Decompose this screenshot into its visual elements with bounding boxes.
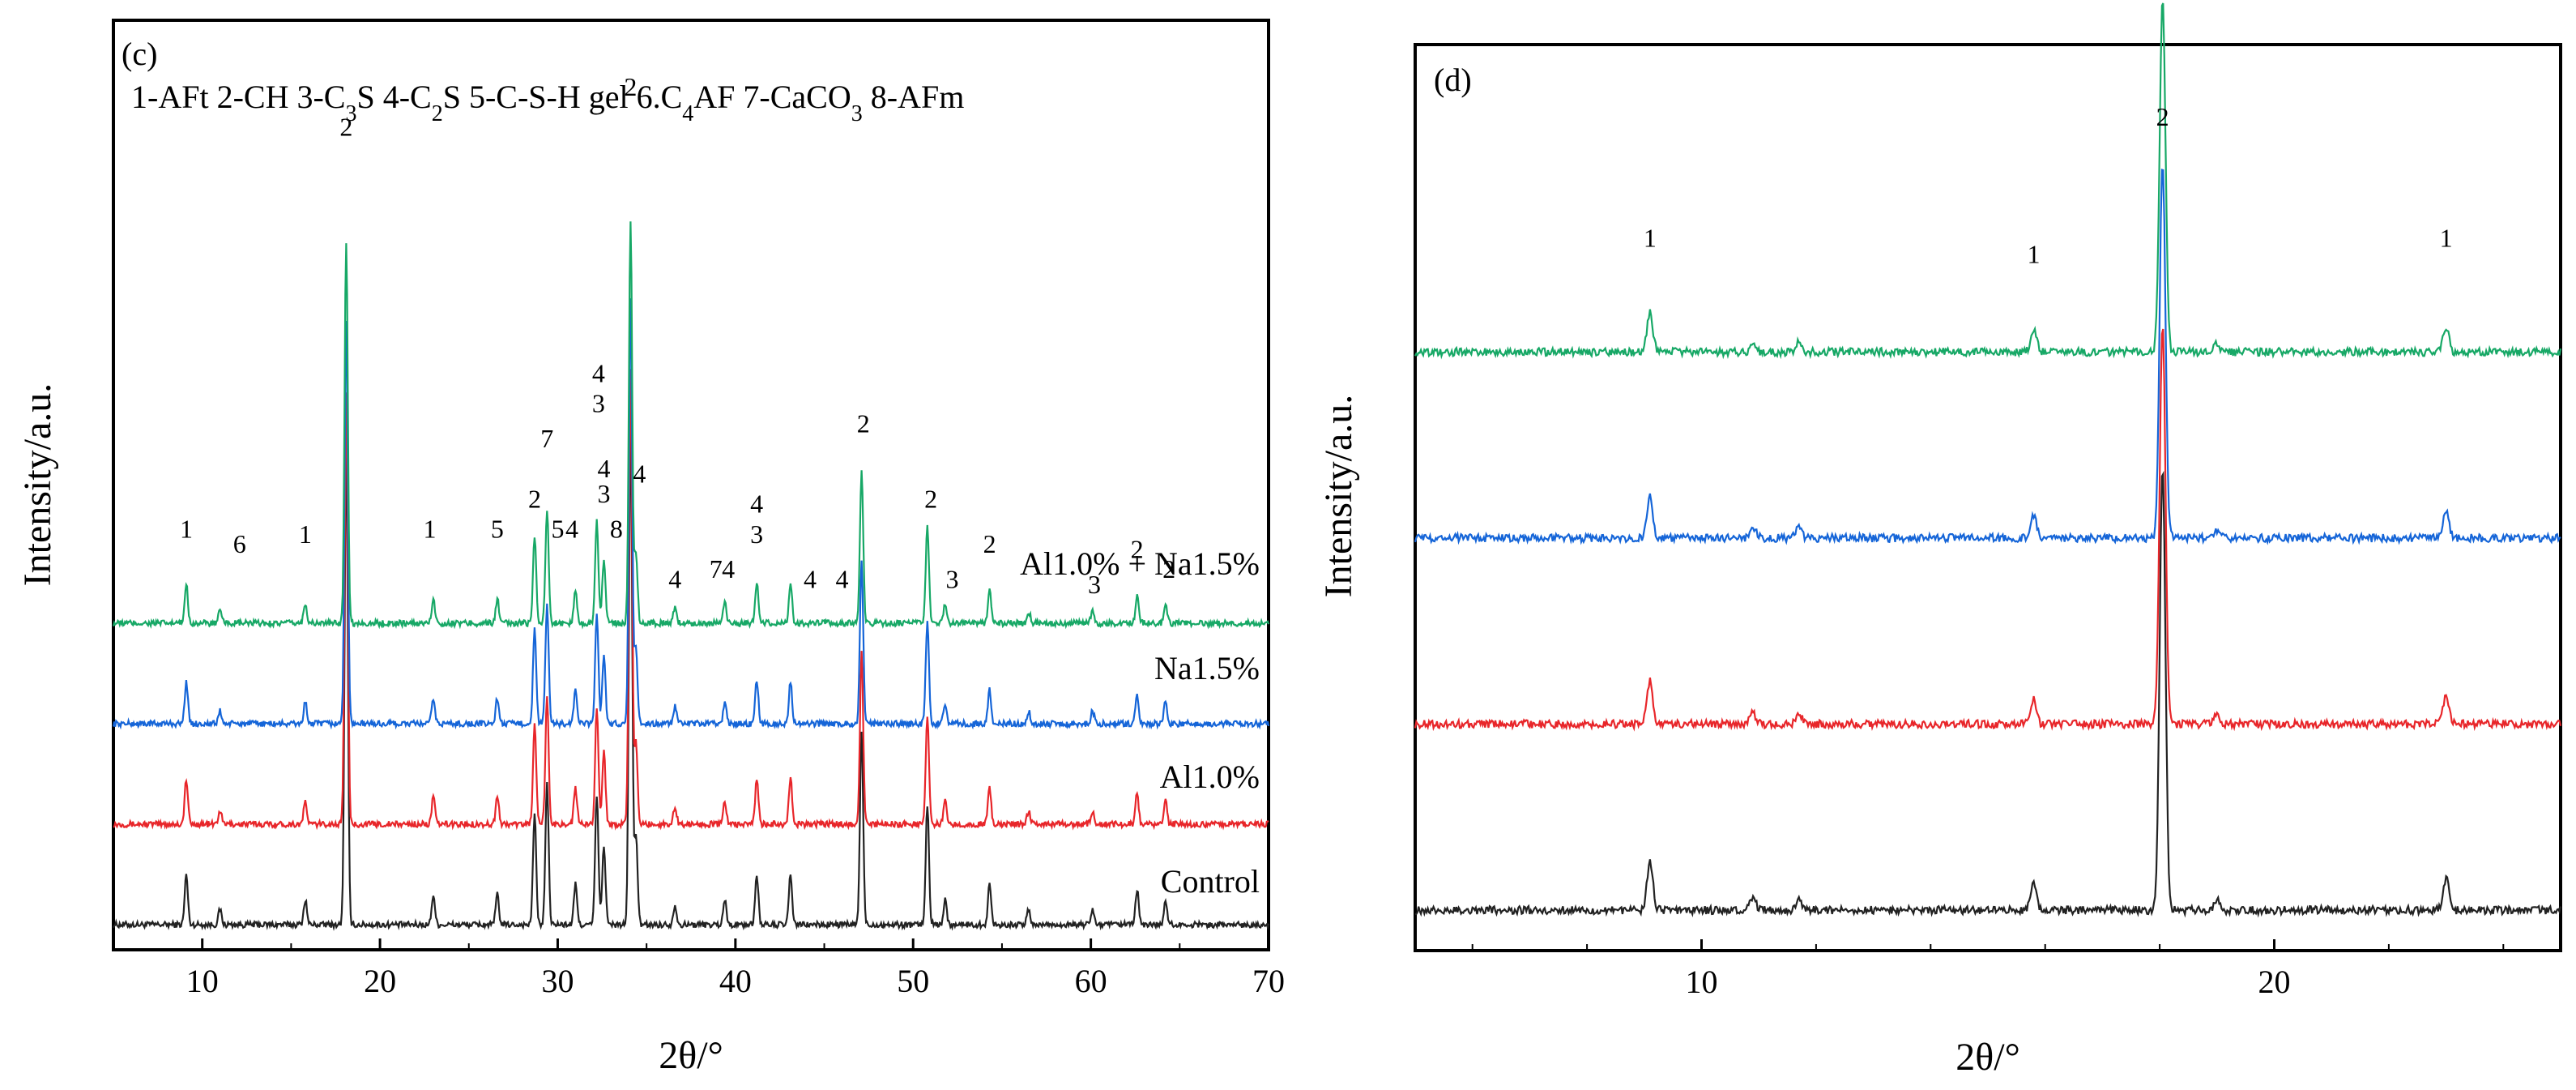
peak-annotation: 4 — [668, 565, 681, 594]
peak-annotation: 4 — [804, 565, 817, 594]
legend-part-4: AF 7-CaCO — [693, 79, 851, 115]
x-tick-label: 50 — [897, 963, 929, 999]
peak-annotation: 4 — [722, 554, 735, 583]
x-tick-label: 40 — [719, 963, 752, 999]
peak-annotation: 4 — [592, 358, 605, 387]
panel-label-c: (c) — [122, 36, 157, 72]
peak-annotation: 5 — [491, 515, 504, 544]
curve-label: Control — [1161, 863, 1260, 900]
x-tick-label: 70 — [1252, 963, 1285, 999]
legend-part-5: 8-AFm — [863, 79, 965, 115]
peak-annotation: 4 — [633, 459, 646, 488]
series-na1-5- — [1414, 169, 2561, 545]
peak-annotation: 2 — [339, 113, 352, 142]
peak-annotation: 1 — [2028, 240, 2041, 269]
peak-annotation: 7 — [540, 424, 553, 453]
plot-frame-d — [1414, 43, 2562, 952]
peak-annotation: 1 — [1644, 224, 1657, 253]
series-al1-0-na1-5- — [112, 221, 1270, 630]
peak-annotation: 3 — [945, 565, 958, 594]
legend-part-2: S 4-C — [356, 79, 431, 115]
plot-frame-c — [112, 19, 1270, 951]
peak-annotation: 2 — [1131, 534, 1144, 563]
series-al1-0- — [1414, 328, 2562, 732]
series-group-c — [112, 221, 1270, 931]
series-control — [113, 421, 1270, 931]
peak-annotation: 8 — [610, 515, 623, 544]
curve-label: Al1.0% — [1160, 759, 1260, 795]
x-tick-label: 10 — [186, 963, 219, 999]
x-axis-label-d: 2θ/° — [1955, 1036, 2020, 1079]
x-tick-label: 60 — [1075, 963, 1107, 999]
annotations-d: 1 1 2 1 — [1644, 102, 2453, 269]
series-al1-0- — [113, 369, 1269, 831]
curve-label: Al1.0% + Na1.5% — [1020, 545, 1260, 582]
peak-annotation: 2 — [624, 72, 637, 101]
panel-c: (c) 1-AFt 2-CH 3-C3S 4-C2S 5-C-S-H gel 6… — [16, 19, 1285, 1077]
peak-annotation: 4 — [565, 515, 578, 544]
peak-annotation: 3 — [592, 389, 605, 418]
peak-annotation: 1 — [299, 519, 312, 549]
x-axis-label-c: 2θ/° — [659, 1034, 723, 1077]
curve-labels-c: Al1.0% + Na1.5% Na1.5% Al1.0% Control — [1020, 545, 1260, 900]
series-na1-5- — [112, 298, 1270, 730]
legend-part-1: 1-AFt 2-CH 3-C — [131, 79, 345, 115]
panel-label-d: (d) — [1434, 62, 1472, 98]
legend-sub-4: 3 — [851, 101, 863, 126]
peak-annotation: 2 — [528, 484, 541, 513]
peak-annotation: 4 — [750, 489, 763, 519]
peak-annotation: 1 — [2440, 224, 2453, 253]
peak-annotation: 2 — [983, 529, 996, 558]
x-tick-label: 30 — [541, 963, 574, 999]
peak-annotation: 4 — [598, 454, 611, 483]
peak-annotation: 3 — [1088, 570, 1101, 599]
legend-part-3: S 5-C-S-H gel 6.C — [443, 79, 683, 115]
peak-annotation: 2 — [2156, 102, 2169, 131]
peak-annotation: 7 — [710, 554, 723, 583]
peak-annotation: 6 — [233, 529, 246, 558]
peak-annotation: 1 — [424, 515, 437, 544]
x-tick-label: 20 — [2258, 964, 2291, 1000]
y-axis-label-c: Intensity/a.u. — [16, 383, 59, 587]
peak-annotation: 2 — [1162, 554, 1175, 583]
peak-annotation: 2 — [857, 408, 870, 438]
series-control — [1414, 470, 2562, 918]
legend-sub-1: 3 — [345, 101, 356, 126]
x-tick-label: 20 — [364, 963, 396, 999]
legend-sub-2: 2 — [432, 101, 443, 126]
series-al1-0-na1-5- — [1414, 2, 2562, 360]
peak-annotation: 3 — [750, 519, 763, 549]
y-axis-label-d: Intensity/a.u. — [1317, 395, 1360, 598]
x-tick-label: 10 — [1686, 964, 1718, 1000]
peak-annotation: 1 — [180, 515, 193, 544]
peak-annotation: 5 — [551, 515, 564, 544]
x-ticks-d: 10 20 — [1471, 939, 2505, 1000]
x-ticks-c: 10 20 30 40 50 60 70 — [113, 938, 1285, 999]
legend-sub-3: 4 — [682, 101, 693, 126]
peak-annotation: 2 — [924, 484, 937, 513]
curve-label: Na1.5% — [1154, 650, 1260, 686]
peak-annotation: 4 — [835, 565, 848, 594]
series-group-d — [1414, 2, 2562, 918]
phase-legend: 1-AFt 2-CH 3-C3S 4-C2S 5-C-S-H gel 6.C4A… — [131, 79, 964, 126]
peak-annotation: 3 — [598, 479, 611, 508]
